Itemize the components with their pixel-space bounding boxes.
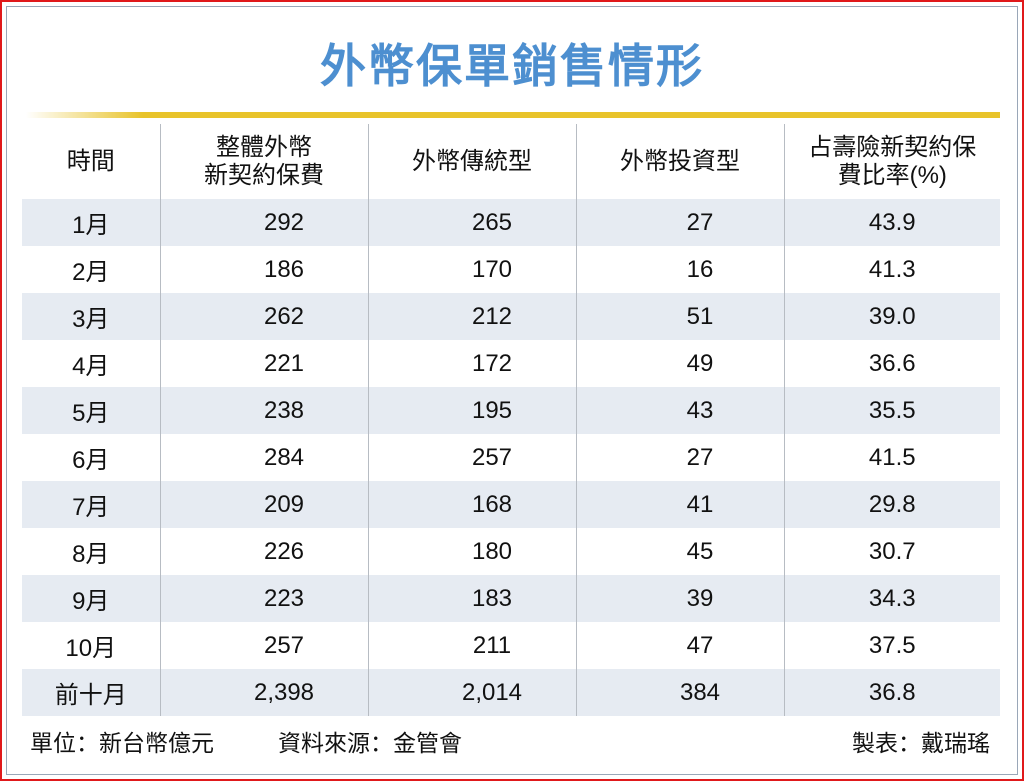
table-cell: 209: [159, 481, 368, 528]
table-cell: 265: [367, 199, 576, 246]
table-cell: 36.6: [783, 340, 1000, 387]
table-cell: 292: [159, 199, 368, 246]
row-label: 9月: [22, 575, 160, 622]
table-cell: 49: [575, 340, 784, 387]
column-header-line: 時間: [66, 147, 115, 175]
footer-author: 製表：戴瑞瑤: [852, 730, 990, 756]
table-cell: 211: [367, 622, 576, 669]
table-cell: 45: [575, 528, 784, 575]
row-label: 7月: [22, 481, 160, 528]
row-label: 4月: [72, 353, 110, 380]
column-header: 整體外幣 新契約保費: [159, 124, 368, 199]
column-header-line: 整體外幣: [216, 133, 312, 161]
column-header-line: 費比率(%): [837, 161, 947, 189]
table-row: 3月 262 212 51 39.0: [22, 293, 1000, 340]
column-header: 外幣投資型: [575, 124, 784, 199]
table-row: 1月 292 265 27 43.9: [22, 199, 1000, 246]
table-cell: 180: [367, 528, 576, 575]
table-cell: 238: [159, 387, 368, 434]
row-label: 2月: [72, 259, 110, 286]
table-cell: 284: [159, 434, 368, 481]
table-cell: 43: [575, 387, 784, 434]
table-cell: 212: [367, 293, 576, 340]
table-cell: 2,014: [367, 669, 576, 716]
column-header-line: 新契約保費: [204, 161, 324, 189]
table-cell: 34.3: [783, 575, 1000, 622]
column-header-line: 外幣傳統型: [412, 147, 532, 175]
table-row: 9月 223 183 39 34.3: [22, 575, 1000, 622]
total-row: 前十月 2,398 2,014 384 36.8: [22, 669, 1000, 716]
row-label: 6月: [72, 447, 110, 474]
column-header: 外幣傳統型: [367, 124, 576, 199]
table-cell: 2,398: [159, 669, 368, 716]
table-cell: 223: [159, 575, 368, 622]
table-row: 8月 226 180 45 30.7: [22, 528, 1000, 575]
row-label: 10月: [65, 635, 117, 662]
column-header-line: 占壽險新契約保: [808, 133, 977, 161]
table-cell: 37.5: [783, 622, 1000, 669]
table-cell: 36.8: [783, 669, 1000, 716]
column-header-line: 外幣投資型: [620, 147, 740, 175]
table-cell: 51: [575, 293, 784, 340]
table-cell: 257: [367, 434, 576, 481]
table-cell: 168: [367, 481, 576, 528]
table-cell: 257: [159, 622, 368, 669]
table-cell: 27: [575, 199, 784, 246]
table-cell: 183: [367, 575, 576, 622]
table-row: 6月 284 257 27 41.5: [22, 434, 1000, 481]
table-cell: 43.9: [783, 199, 1000, 246]
table-row: 4月 221 172 49 36.6: [22, 340, 1000, 387]
table-cell: 35.5: [783, 387, 1000, 434]
data-table: 時間 整體外幣 新契約保費 外幣傳統型 外幣投資型 占壽險新契約保 費比率(%) 1月 292…: [22, 124, 1000, 716]
table-cell: 16: [575, 246, 784, 293]
table-cell: 39.0: [783, 293, 1000, 340]
table-cell: 41.3: [783, 246, 1000, 293]
column-header: 占壽險新契約保 費比率(%): [783, 124, 1000, 199]
table-cell: 384: [575, 669, 784, 716]
header-row: 時間 整體外幣 新契約保費 外幣傳統型 外幣投資型 占壽險新契約保 費比率(%): [22, 124, 1000, 199]
table-cell: 47: [575, 622, 784, 669]
table-cell: 27: [575, 434, 784, 481]
chart-title: 外幣保單銷售情形: [320, 40, 704, 92]
inner-frame: [6, 6, 1018, 775]
row-label: 前十月: [22, 669, 160, 716]
table-row: 2月 186 170 16 41.3: [22, 246, 1000, 293]
row-label: 8月: [72, 541, 110, 568]
table-cell: 221: [159, 340, 368, 387]
table-row: 10月 257 211 47 37.5: [22, 622, 1000, 669]
table-cell: 41.5: [783, 434, 1000, 481]
title-rule: [26, 112, 1000, 118]
row-label: 1月: [22, 199, 160, 246]
column-header: 時間: [22, 124, 160, 199]
table-row: 7月 209 168 41 29.8: [22, 481, 1000, 528]
table-cell: 170: [367, 246, 576, 293]
table-cell: 30.7: [783, 528, 1000, 575]
table-cell: 186: [159, 246, 368, 293]
footer-source: 資料來源：金管會: [278, 730, 462, 756]
table-cell: 39: [575, 575, 784, 622]
table-cell: 262: [159, 293, 368, 340]
table-cell: 195: [367, 387, 576, 434]
table-cell: 29.8: [783, 481, 1000, 528]
footer-unit: 單位：新台幣億元: [30, 730, 214, 756]
row-label: 5月: [22, 387, 160, 434]
row-label: 3月: [22, 293, 160, 340]
table-cell: 172: [367, 340, 576, 387]
table-cell: 41: [575, 481, 784, 528]
table-cell: 226: [159, 528, 368, 575]
table-row: 5月 238 195 43 35.5: [22, 387, 1000, 434]
